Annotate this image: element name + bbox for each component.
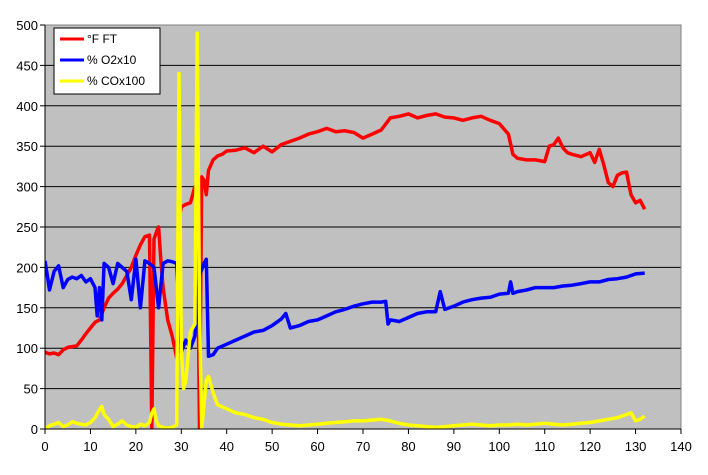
y-tick-label: 100 [16,341,38,356]
x-tick-label: 80 [401,439,415,454]
y-tick-label: 500 [16,18,38,33]
x-tick-label: 20 [129,439,143,454]
y-tick-label: 300 [16,180,38,195]
y-tick-label: 0 [31,422,38,437]
axes [40,24,682,434]
legend-label: % O2x10 [87,53,137,67]
series-line-2 [45,31,646,429]
y-tick-label: 50 [24,382,38,397]
legend-label: °F FT [87,32,118,46]
x-tick-label: 70 [356,439,370,454]
legend: °F FT % O2x10 % COx100 [53,27,161,95]
tick-labels: 0 10 20 30 40 50 60 70 80 90 100 110 120 130 140 0 50 100… [16,18,692,454]
x-tick-label: 50 [265,439,279,454]
x-tick-label: 110 [534,439,555,454]
x-tick-label: 0 [41,439,48,454]
y-tick-label: 150 [16,301,38,316]
legend-label: % COx100 [87,74,145,88]
y-tick-label: 200 [16,260,38,275]
series-line-0 [45,112,647,429]
y-tick-label: 250 [16,220,38,235]
x-tick-label: 140 [670,439,692,454]
series-lines [45,31,647,429]
y-tick-label: 400 [16,99,38,114]
x-tick-label: 100 [488,439,510,454]
x-tick-label: 30 [174,439,188,454]
series-line-1 [45,257,645,359]
y-tick-label: 350 [16,139,38,154]
x-tick-label: 60 [310,439,324,454]
x-tick-label: 10 [83,439,97,454]
x-tick-label: 40 [219,439,233,454]
x-tick-label: 120 [579,439,601,454]
x-tick-label: 130 [625,439,647,454]
y-tick-label: 450 [16,58,38,73]
x-tick-label: 90 [447,439,461,454]
